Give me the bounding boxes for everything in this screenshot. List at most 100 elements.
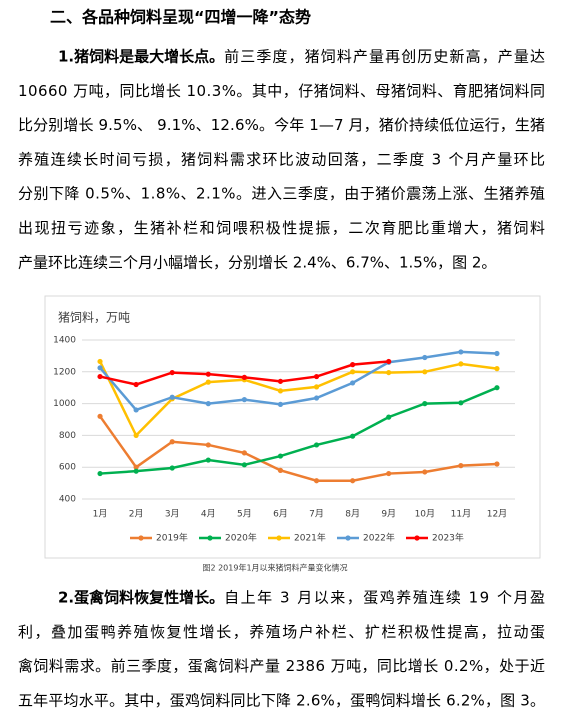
data-point [277, 453, 284, 459]
data-point [422, 354, 428, 361]
y-tick-label: 1400 [53, 336, 76, 346]
series-line [99, 386, 498, 475]
data-point [97, 413, 103, 419]
paragraph-line: 养殖连续长时间亏损，猪饲料需求环比波动回落，二季度 3 个月产量环比 [18, 150, 545, 168]
paragraph-line: 五年平均水平。其中，蛋鸡饲料同比下降 2.6%，蛋鸭饲料增长 6.2%，图 3。 [18, 691, 545, 709]
data-point [241, 462, 247, 468]
caption: 图2 2019年1月以来猪饲料产量变化情况 [202, 563, 347, 573]
legend-label: 2021年 [294, 532, 326, 544]
data-point [277, 401, 284, 407]
data-point [133, 381, 139, 388]
data-point [313, 395, 320, 401]
paragraph-line: 比分别增长 9.5%、 9.1%、12.6%。今年 1—7 月，猪价持续低位运行… [18, 116, 545, 134]
x-tick-label: 2月 [129, 509, 144, 520]
data-point [494, 461, 500, 467]
x-tick-label: 4月 [201, 509, 216, 520]
data-point [386, 470, 392, 477]
data-point [205, 401, 211, 407]
x-tick-label: 8月 [345, 509, 360, 520]
series-line [99, 415, 498, 482]
legend-marker [138, 535, 144, 541]
y-tick-label: 600 [59, 463, 76, 473]
data-point [422, 401, 428, 407]
legend-marker [414, 535, 420, 541]
data-point [313, 478, 320, 484]
data-point [350, 380, 356, 386]
data-point [241, 450, 247, 456]
data-point [169, 369, 175, 376]
data-point [97, 373, 103, 380]
x-tick-label: 9月 [381, 509, 396, 520]
x-tick-label: 10月 [415, 509, 435, 520]
paragraph-lead: 1.猪饲料是最大增长点。 [58, 48, 224, 66]
x-tick-label: 1月 [93, 509, 108, 520]
paragraph-line: 产量环比连续三个月小幅增长，分别增长 2.4%、6.7%、1.5%，图 2。 [18, 253, 496, 271]
data-point [458, 400, 464, 406]
data-point [422, 369, 428, 375]
paragraph-line: 分别下降 0.5%、1.8%、2.1%。进入三季度，由于猪价震荡上涨、生猪养殖 [18, 185, 545, 203]
legend-marker [207, 535, 213, 541]
data-point [494, 350, 500, 357]
data-point [458, 349, 464, 355]
data-point [133, 464, 139, 470]
data-point [494, 385, 500, 391]
data-point [386, 369, 392, 376]
series-line [98, 360, 498, 438]
data-point [350, 369, 356, 375]
y-tick-label: 800 [59, 431, 76, 441]
y-tick-label: 1200 [53, 367, 76, 377]
x-tick-label: 11月 [451, 509, 471, 520]
x-tick-label: 6月 [273, 509, 288, 520]
data-point [241, 397, 247, 403]
x-tick-label: 5月 [237, 509, 252, 520]
legend-label: 2022年 [363, 532, 395, 544]
paragraph-line: 利，叠加蛋鸭养殖恢复性增长，养殖场户补栏、扩栏积极性提高，拉动蛋 [18, 623, 545, 641]
data-point [133, 468, 139, 474]
paragraph-line: 自上年 3 月以来，蛋鸡养殖连续 19 个月盈 [224, 589, 545, 607]
paragraph-lead: 2.蛋禽饲料恢复性增长。 [58, 589, 224, 607]
data-point [458, 361, 464, 367]
legend-marker [276, 535, 282, 541]
data-point [350, 362, 356, 368]
data-point [422, 469, 428, 475]
unit-label: 猪饲料，万吨 [58, 311, 130, 325]
data-point [169, 465, 175, 471]
data-point [313, 384, 320, 390]
y-tick-label: 1000 [53, 399, 76, 409]
paragraph-line: 出现扭亏迹象，生猪补栏和饲喂积极性提振，二次育肥比重增大，猪饲料 [18, 219, 545, 237]
data-point [494, 366, 500, 372]
data-point [277, 378, 284, 384]
y-tick-label: 400 [59, 495, 76, 505]
data-point [205, 442, 211, 448]
data-point [169, 394, 175, 400]
x-tick-label: 3月 [165, 509, 180, 520]
x-tick-label: 12月 [487, 509, 507, 520]
data-point [313, 373, 320, 380]
heading: 二、各品种饲料呈现“四增一降”态势 [50, 8, 311, 27]
data-point [350, 433, 356, 439]
data-point [133, 407, 139, 413]
data-point [241, 374, 247, 380]
data-point [277, 388, 284, 394]
data-point [97, 470, 103, 477]
paragraph-line: 10660 万吨，同比增长 10.3%。其中，仔猪饲料、母猪饲料、育肥猪饲料同 [18, 82, 545, 100]
legend-marker [345, 535, 351, 541]
paragraph-line: 禽饲料需求。前三季度，蛋禽饲料产量 2386 万吨，同比增长 0.2%，处于近 [18, 657, 545, 675]
data-point [205, 457, 211, 463]
data-point [169, 439, 175, 445]
legend-label: 2019年 [156, 532, 188, 544]
data-point [313, 442, 320, 448]
data-point [205, 371, 211, 377]
data-point [386, 414, 392, 420]
data-point [458, 463, 464, 469]
data-point [350, 478, 356, 484]
data-point [386, 358, 392, 365]
paragraph-line: 前三季度，猪饲料产量再创历史新高，产量达 [224, 48, 545, 66]
legend-label: 2020年 [225, 532, 257, 544]
series-line [99, 350, 498, 412]
data-point [205, 379, 211, 385]
data-point [277, 467, 284, 473]
x-tick-label: 7月 [309, 509, 324, 520]
data-point [133, 432, 139, 438]
